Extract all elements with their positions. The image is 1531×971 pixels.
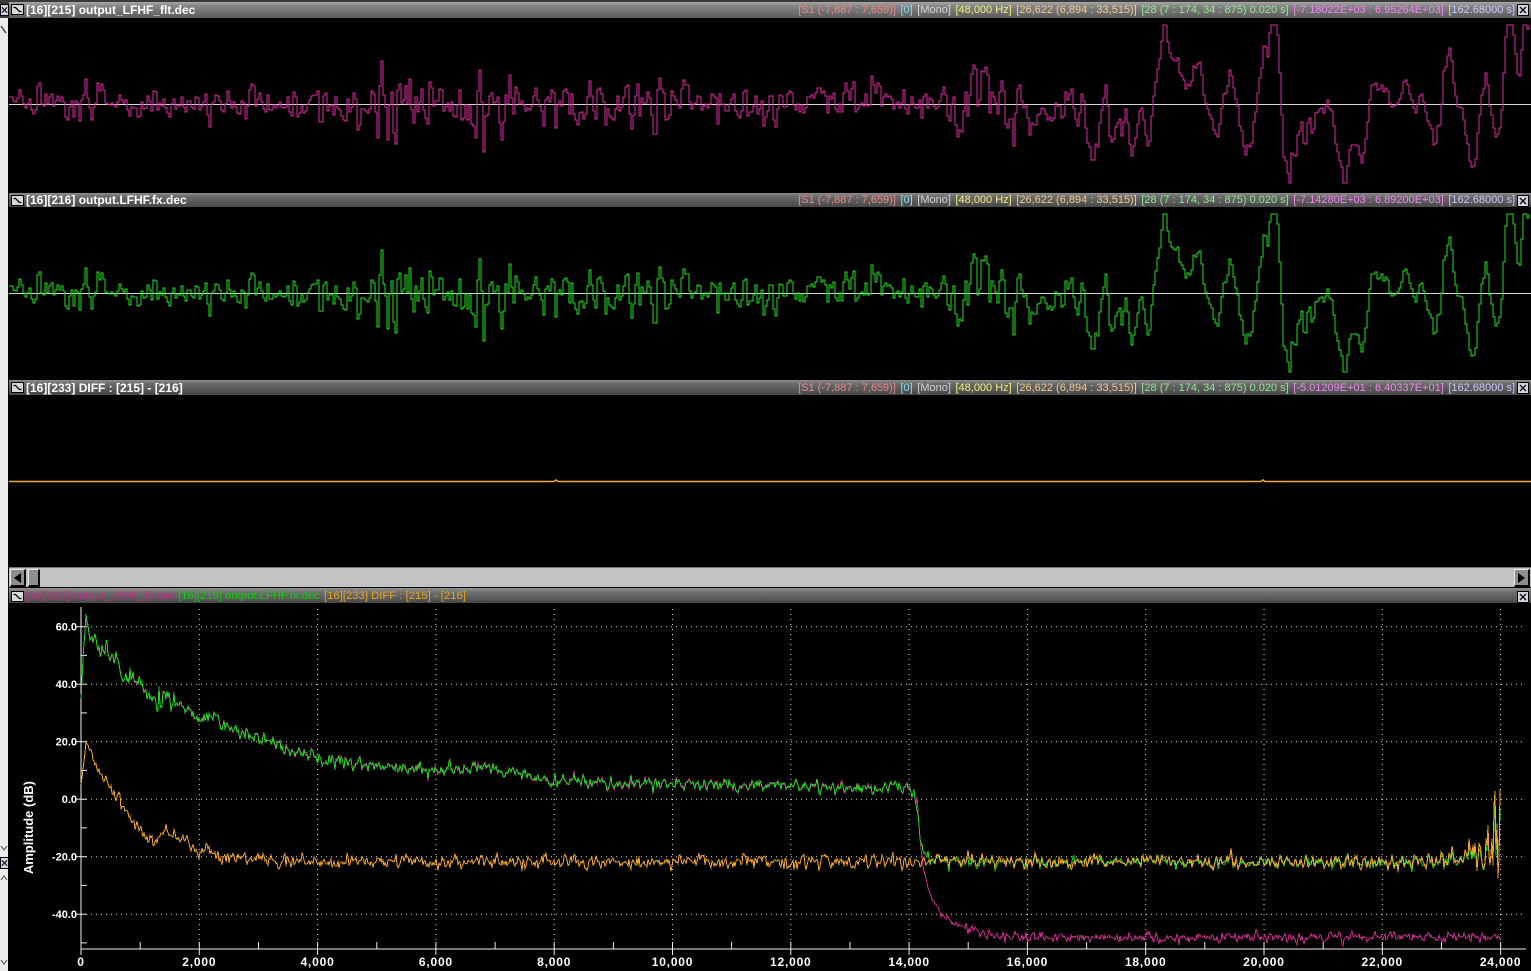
svg-text:12,000: 12,000: [770, 955, 812, 969]
svg-text:40.0: 40.0: [56, 679, 77, 691]
svg-text:20,000: 20,000: [1243, 955, 1285, 969]
svg-text:4,000: 4,000: [301, 955, 335, 969]
svg-text:24,000: 24,000: [1480, 955, 1522, 969]
svg-text:20.0: 20.0: [56, 737, 77, 749]
svg-text:2,000: 2,000: [182, 955, 216, 969]
svg-text:10,000: 10,000: [652, 955, 694, 969]
svg-text:16,000: 16,000: [1007, 955, 1049, 969]
svg-text:8,000: 8,000: [537, 955, 571, 969]
svg-text:0.0: 0.0: [62, 794, 77, 806]
svg-text:60.0: 60.0: [56, 622, 77, 634]
svg-text:14,000: 14,000: [888, 955, 930, 969]
svg-text:18,000: 18,000: [1125, 955, 1167, 969]
svg-text:-40.0: -40.0: [52, 909, 77, 921]
svg-text:0: 0: [77, 955, 84, 969]
svg-text:6,000: 6,000: [419, 955, 453, 969]
svg-text:22,000: 22,000: [1362, 955, 1404, 969]
svg-text:-20.0: -20.0: [52, 852, 77, 864]
svg-text:Amplitude (dB): Amplitude (dB): [21, 781, 36, 874]
